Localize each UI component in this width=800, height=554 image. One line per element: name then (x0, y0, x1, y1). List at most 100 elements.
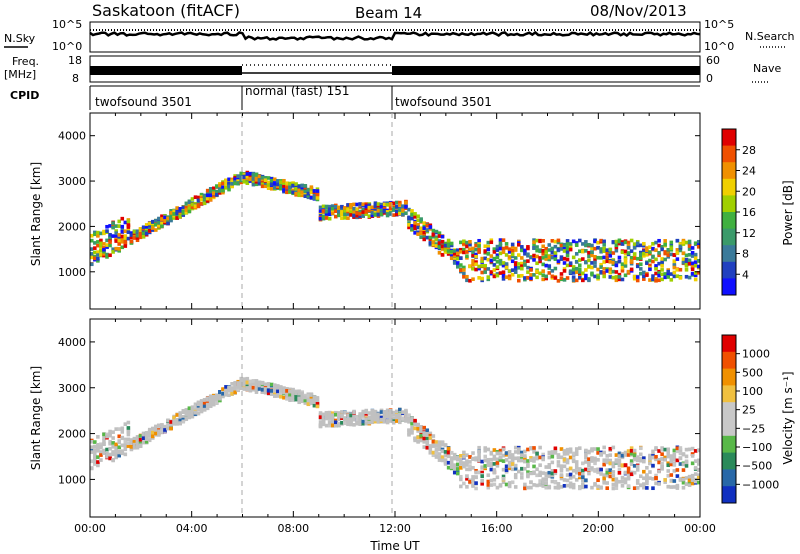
scatter-cell (352, 410, 356, 415)
scatter-cell (501, 246, 506, 251)
scatter-cell (138, 227, 143, 231)
scatter-cell (114, 448, 118, 452)
scatter-cell (565, 460, 570, 465)
scatter-cell (135, 229, 140, 234)
scatter-cell (529, 255, 533, 260)
scatter-cell (102, 249, 106, 254)
scatter-cell (611, 275, 616, 280)
scatter-cell (526, 474, 530, 479)
scatter-cell (587, 471, 591, 476)
colorbar-segment (722, 486, 736, 504)
scatter-cell (599, 249, 603, 254)
scatter-cell (126, 426, 131, 430)
scatter-cell (678, 242, 683, 246)
scatter-cell (513, 270, 518, 274)
scatter-cell (108, 433, 112, 438)
scatter-cell (608, 253, 613, 258)
scatter-cell (639, 456, 643, 461)
scatter-cell (562, 278, 567, 282)
scatter-cell (626, 484, 631, 488)
colorbar-tick-label: −500 (742, 460, 772, 473)
scatter-cell (599, 486, 603, 490)
scatter-cell (169, 216, 173, 221)
scatter-cell (269, 182, 274, 187)
scatter-cell (602, 458, 606, 463)
scatter-cell (681, 452, 686, 456)
noise-strip: N.Sky 10^5 10^0 10^5 10^0 N.Search (4, 18, 795, 53)
scatter-cell (681, 257, 686, 262)
scatter-cell (614, 453, 619, 457)
scatter-cell (404, 419, 408, 423)
scatter-cell (123, 447, 128, 452)
scatter-cell (99, 243, 103, 248)
scatter-cell (309, 399, 314, 403)
scatter-cell (407, 419, 411, 424)
scatter-cell (166, 221, 170, 226)
scatter-cell (513, 463, 518, 468)
scatter-cell (492, 457, 497, 461)
scatter-cell (562, 267, 567, 271)
scatter-cell (157, 433, 161, 437)
scatter-cell (114, 246, 118, 251)
scatter-cell (523, 466, 527, 471)
scatter-cell (654, 278, 658, 283)
scatter-cell (578, 275, 582, 280)
y-tick-label: 2000 (58, 220, 86, 233)
scatter-cell (565, 483, 570, 488)
scatter-cell (532, 449, 536, 454)
scatter-cell (236, 381, 240, 385)
scatter-cell (416, 225, 420, 230)
scatter-cell (605, 486, 609, 490)
scatter-cell (343, 212, 347, 217)
scatter-cell (672, 448, 677, 453)
scatter-cell (111, 452, 115, 457)
scatter-cell (102, 242, 106, 246)
scatter-cell (492, 470, 497, 475)
scatter-cell (498, 451, 503, 456)
scatter-cell (584, 448, 588, 453)
scatter-cell (614, 243, 619, 248)
scatter-cell (568, 270, 573, 275)
scatter-cell (184, 201, 189, 206)
scatter-cell (477, 457, 481, 461)
scatter-cell (620, 265, 625, 270)
scatter-cell (635, 479, 640, 483)
scatter-cell (282, 178, 286, 183)
scatter-cell (239, 384, 243, 388)
scatter-cell (431, 233, 436, 237)
scatter-cell (437, 250, 442, 255)
scatter-cell (611, 486, 616, 491)
scatter-cell (635, 468, 640, 472)
scatter-cell (385, 414, 390, 419)
scatter-cell (492, 482, 497, 487)
scatter-cell (169, 211, 173, 215)
scatter-cell (507, 460, 512, 465)
scatter-cell (388, 209, 393, 214)
scatter-cell (398, 207, 402, 212)
x-tick-label: 12:00 (379, 522, 411, 535)
scatter-cell (163, 428, 167, 432)
scatter-cell (690, 446, 695, 451)
scatter-cell (635, 241, 640, 246)
scatter-cell (468, 264, 472, 269)
scatter-cell (114, 224, 118, 228)
scatter-cell (611, 269, 616, 274)
scatter-cell (303, 187, 308, 192)
scatter-cell (556, 247, 561, 252)
scatter-cell (553, 480, 558, 485)
scatter-cell (639, 271, 643, 276)
scatter-cell (532, 240, 536, 244)
scatter-cell (117, 434, 121, 439)
colorbar-segment (722, 212, 736, 230)
scatter-cell (324, 211, 329, 216)
scatter-cell (663, 275, 667, 280)
scatter-cell (614, 239, 619, 244)
scatter-cell (696, 473, 701, 478)
scatter-cell (581, 249, 585, 254)
scatter-cell (471, 484, 475, 488)
scatter-cell (123, 422, 128, 427)
scatter-cell (495, 253, 500, 258)
scatter-cell (492, 274, 497, 279)
